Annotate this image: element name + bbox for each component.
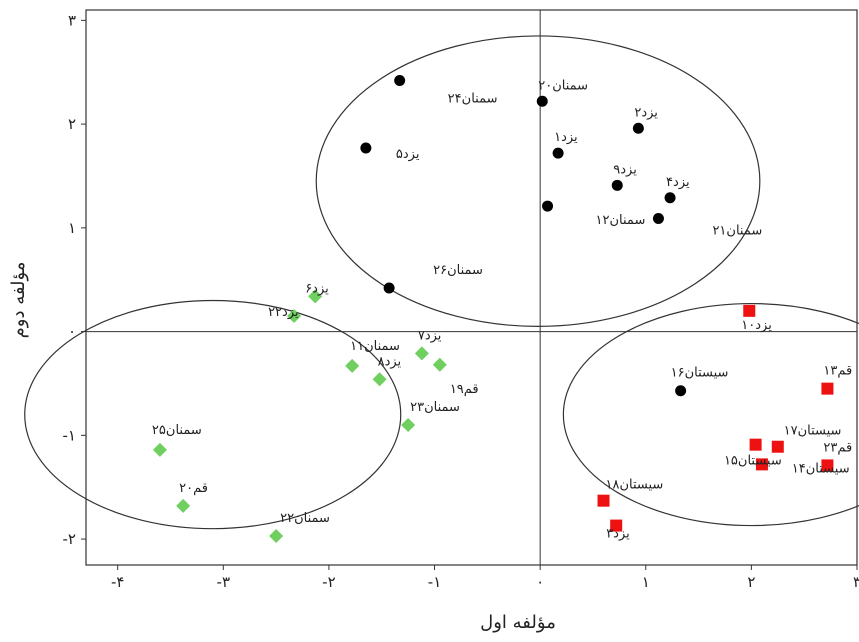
y-tick-label: ۱ (68, 219, 76, 237)
point-diamond (152, 442, 167, 457)
point-square (743, 304, 756, 317)
point-label: سیستان۱۶ (671, 366, 729, 381)
x-tick-label: -۴ (111, 573, 124, 591)
point-label: سمنان۲۰ (538, 78, 588, 93)
x-tick-label: ۳ (853, 573, 859, 591)
point-square (597, 494, 610, 507)
y-axis-label: مؤلفه دوم (8, 262, 29, 339)
point-circle (536, 95, 548, 107)
point-label: قم۲۰ (179, 481, 208, 496)
point-square (755, 458, 768, 471)
x-tick-label: ۲ (747, 573, 755, 591)
point-label: سمنان۱۲ (596, 213, 646, 228)
point-label: سمنان۲۵ (152, 423, 202, 438)
point-label: سیستان۱۵ (724, 453, 782, 468)
point-circle (542, 200, 554, 212)
point-label: یزد۴ (666, 175, 690, 190)
point-circle (383, 282, 395, 294)
point-diamond (345, 358, 360, 373)
y-tick-label: ۳ (68, 11, 76, 29)
point-label: سمنان۲۳ (410, 400, 460, 415)
cluster-ellipse-2 (24, 299, 402, 530)
point-circle (632, 122, 644, 134)
point-label: یزد۲ (634, 105, 658, 120)
point-label: قم۱۳ (823, 364, 852, 379)
point-label: سیستان۱۸ (606, 478, 664, 493)
point-circle (360, 142, 372, 154)
point-label: سیستان۱۷ (784, 424, 842, 439)
cluster-ellipses (24, 35, 859, 530)
point-square (610, 519, 623, 532)
point-diamond (414, 346, 429, 361)
y-tick-label: -۲ (63, 530, 76, 548)
point-label: یزد۹ (613, 162, 637, 177)
point-square (771, 440, 784, 453)
point-label: یزد۳ (606, 527, 630, 542)
x-tick-label: ۱ (642, 573, 650, 591)
x-axis-ticks: -۴ -۳ -۲ -۱ ۰ ۱ ۲ ۳ (111, 565, 859, 591)
point-label: قم۱۹ (450, 382, 479, 397)
x-axis-label: مؤلفه اول (480, 612, 556, 633)
point-square (821, 459, 834, 472)
plot-frame (85, 9, 858, 566)
point-label: یزد۷ (418, 328, 442, 343)
point-label: یزد۱۰ (741, 318, 772, 333)
point-diamond (269, 528, 284, 543)
point-diamond (176, 498, 191, 513)
point-square (749, 438, 762, 451)
x-tick-label: -۲ (322, 573, 335, 591)
point-diamond (372, 372, 387, 387)
y-tick-label: ۰ (68, 323, 76, 341)
cluster-ellipse-3 (562, 303, 859, 527)
point-label: یزد۵ (396, 147, 420, 162)
x-tick-label: -۱ (428, 573, 441, 591)
point-label: یزد۸ (378, 354, 402, 369)
x-tick-label: ۰ (536, 573, 544, 591)
point-label: سمنان۲۶ (433, 263, 483, 278)
cluster-ellipse-1 (315, 35, 761, 328)
point-circle (652, 213, 664, 225)
point-circle (675, 385, 687, 397)
point-label: سمنان۱۱ (350, 339, 400, 354)
point-label: یزد۱ (554, 130, 578, 145)
point-circle (552, 147, 564, 159)
point-circle (611, 179, 623, 191)
y-tick-label: ۲ (68, 115, 76, 133)
x-tick-label: -۳ (217, 573, 230, 591)
point-circle (664, 192, 676, 204)
point-labels: سمنان۲۴ سمنان۲۰ یزد۲ یزد۱ یزد۵ یزد۹ یزد۴ سمنان۱… (152, 78, 852, 541)
point-label: سمنان۲۲ (280, 511, 330, 526)
y-tick-label: -۱ (63, 426, 76, 444)
point-label: قم۲۳ (823, 440, 852, 455)
point-label: یزد۲۲ (268, 305, 299, 320)
point-label: سیستان۱۴ (792, 462, 850, 477)
data-points (152, 75, 834, 543)
point-diamond (401, 417, 416, 432)
point-diamond (432, 357, 447, 372)
y-axis-ticks: -۲ -۱ ۰ ۱ ۲ ۳ (63, 11, 86, 548)
point-diamond (287, 309, 302, 324)
point-diamond (308, 289, 323, 304)
point-label: سمنان۲۴ (448, 92, 498, 107)
point-square (821, 382, 834, 395)
point-label: سمنان۲۱ (712, 224, 762, 239)
point-label: یزد۶ (305, 281, 329, 296)
point-circle (394, 75, 406, 87)
